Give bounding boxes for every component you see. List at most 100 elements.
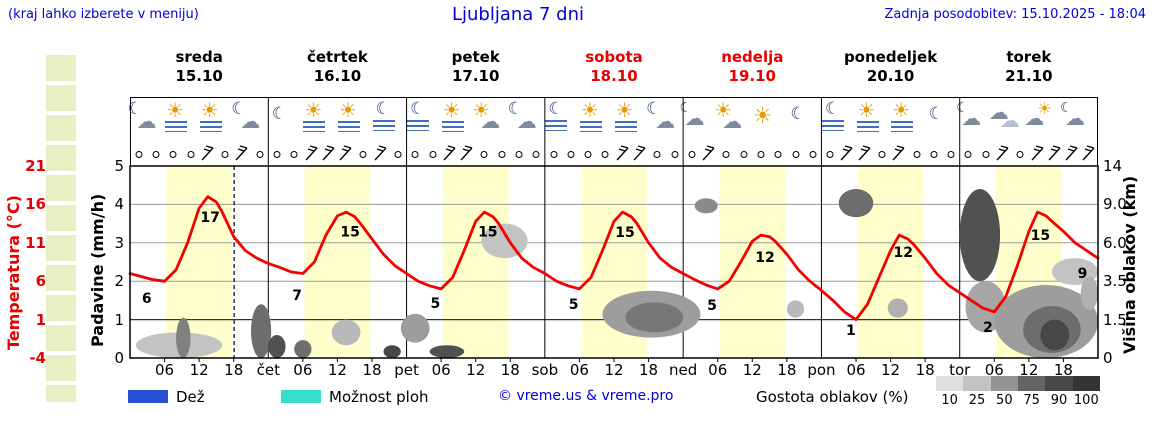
wind-barb-icon (372, 145, 390, 163)
temp-value-label: 6 (142, 291, 152, 307)
day-name: četrtek (306, 48, 368, 66)
wind-barb-icon (303, 145, 321, 163)
wind-calm-icon (671, 151, 678, 158)
cloud-glyph: ☁ (1064, 106, 1085, 130)
wind-calm-icon (187, 151, 194, 158)
temp-value-label: 2 (983, 320, 993, 336)
weather-icon-sun-fog: ☀ (331, 100, 367, 140)
sun-glyph: ☀ (892, 98, 911, 122)
cloud-blob (383, 345, 401, 358)
fog-glyph (821, 120, 844, 131)
cloud-blob (400, 313, 430, 343)
temperature-curve (128, 195, 1100, 322)
wind-calm-icon (394, 151, 402, 158)
day-date: 15.10 (175, 67, 223, 85)
temp-value-label: 9 (1078, 266, 1088, 282)
cloud-blob (294, 340, 312, 358)
cloud-density-swatch (1045, 376, 1073, 391)
day-band (719, 166, 786, 358)
day-band (581, 166, 647, 358)
fog-glyph (199, 121, 222, 132)
moon-glyph: ☾ (410, 99, 426, 119)
day-header: petek 17.10 (407, 48, 545, 86)
temp-value-label: 5 (707, 298, 717, 314)
weather-icon-sun-fog: ☀ (435, 100, 471, 140)
cloud-blob (1023, 306, 1081, 353)
wind-calm-icon (550, 151, 557, 158)
wind-calm-icon (584, 151, 592, 158)
weather-icon-moon-cloud: ☾ ☁ (227, 100, 263, 140)
wind-calm-icon (740, 151, 748, 158)
temp-value-label: 5 (569, 297, 579, 313)
wind-calm-icon (653, 151, 661, 158)
day-header: torek 21.10 (960, 48, 1098, 86)
fog-glyph (165, 121, 188, 132)
temp-tick-label: 21 (25, 157, 46, 175)
fog-glyph (337, 121, 360, 132)
wind-barb-icon (856, 145, 874, 163)
day-name: sreda (175, 48, 223, 66)
x-tick-label: 18 (362, 361, 382, 379)
wind-calm-icon (792, 151, 799, 158)
cloud-tick-label: 1.5 (1103, 310, 1127, 329)
fog-glyph (856, 121, 879, 132)
sun-glyph: ☀ (714, 98, 733, 122)
x-tick-label: 12 (1019, 361, 1039, 379)
weather-icon-moon-fog: ☾ (400, 100, 436, 140)
x-tick-label: 18 (639, 361, 659, 379)
temp-tick-label: 16 (25, 195, 46, 214)
cloud-density-swatch (1017, 376, 1046, 391)
cloud-blob (838, 189, 874, 218)
cloud-density-scale-number: 50 (996, 393, 1013, 408)
temp-value-label: 15 (615, 225, 634, 241)
moon-glyph: ☾ (375, 99, 391, 119)
cloud-tick-label: 3.5 (1103, 272, 1127, 291)
cloud-glyph: ☁ (1024, 106, 1045, 130)
sun-glyph: ☀ (304, 98, 323, 122)
day-date: 17.10 (451, 67, 500, 85)
cloud-density-swatch (1072, 376, 1100, 391)
wind-barb-icon (1046, 145, 1064, 163)
fog-glyph (372, 120, 395, 131)
wind-calm-icon (567, 151, 575, 158)
cloud-glyph: ☁ (988, 100, 1009, 124)
wind-barb-icon (890, 145, 908, 163)
day-date: 21.10 (1005, 67, 1053, 85)
weather-icon-cloud-moon: ☾ ☁ (677, 100, 713, 140)
plot-border (129, 165, 1099, 359)
weather-icon-sun-fog: ☀ (193, 100, 229, 140)
temp-value-label: 7 (292, 288, 302, 304)
weather-icon-sun-fog: ☀ (158, 100, 194, 140)
showers-legend-swatch (281, 390, 321, 403)
moon-glyph: ☾ (231, 99, 247, 119)
cloud-blob (176, 317, 191, 358)
cloud-glyph: ☁ (136, 109, 157, 133)
wind-calm-icon (273, 151, 281, 158)
x-tick-label: 12 (742, 361, 762, 379)
wind-calm-icon (722, 151, 730, 158)
cloud-blob (602, 290, 701, 338)
cloud-blob (429, 345, 465, 358)
temp-value-label: 17 (200, 210, 219, 226)
wind-calm-icon (532, 151, 540, 158)
weather-icon-moon: ☾ (919, 100, 955, 140)
wind-calm-icon (221, 151, 229, 158)
cloud-blob (1040, 319, 1070, 351)
temp-value-label: 15 (1031, 228, 1050, 244)
sun-glyph: ☀ (200, 98, 219, 122)
wind-barb-icon (700, 145, 718, 163)
cloud-glyph: ☁ (240, 109, 261, 133)
temp-value-label: 1 (846, 323, 856, 339)
weather-icon-sun-fog: ☀ (608, 100, 644, 140)
x-tick-label: 06 (155, 361, 175, 379)
cloud-glyph: ☁ (722, 109, 743, 133)
cloud-blob (268, 334, 286, 358)
temp-value-label: 12 (894, 245, 913, 261)
day-name: petek (451, 48, 500, 66)
precip-tick-label: 0 (114, 349, 124, 367)
rain-legend-label: Dež (176, 388, 205, 406)
x-tick-label: 12 (881, 361, 901, 379)
copyright-link[interactable]: © vreme.us & vreme.pro (498, 388, 674, 404)
rain-legend-swatch (128, 390, 168, 403)
day-band (442, 166, 509, 358)
